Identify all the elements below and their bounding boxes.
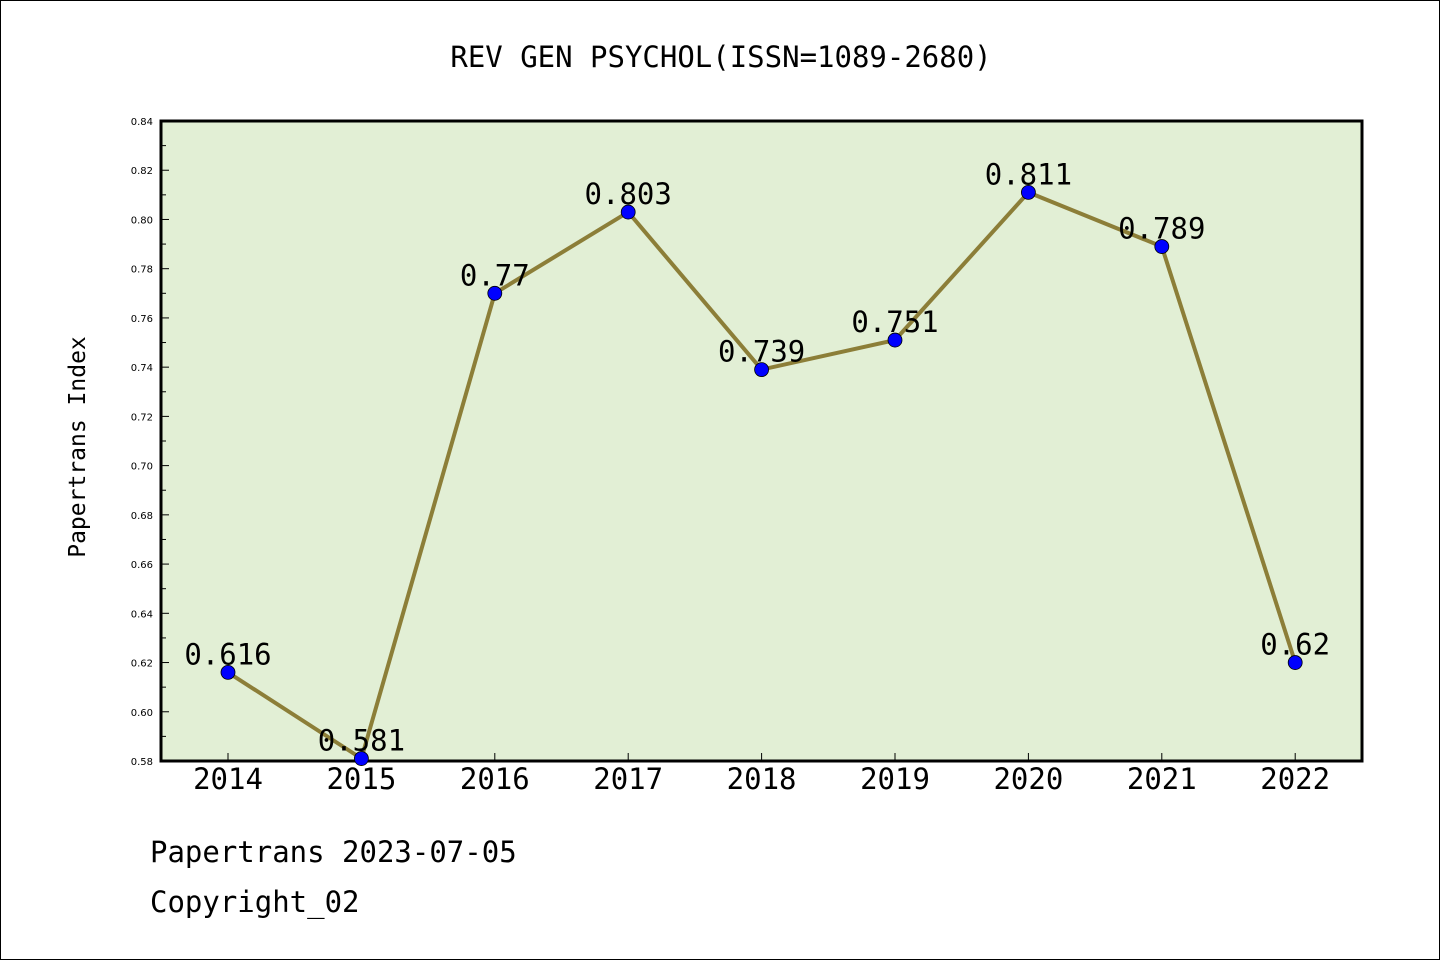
data-label: 0.77: [460, 258, 530, 292]
chart-title: REV GEN PSYCHOL(ISSN=1089-2680): [450, 40, 991, 74]
data-label: 0.789: [1118, 212, 1205, 246]
data-label: 0.581: [318, 724, 405, 758]
footer-copyright: Copyright_02: [150, 885, 360, 919]
y-tick-label: 0.72: [131, 412, 153, 423]
x-tick-label: 2022: [1260, 762, 1330, 796]
y-tick-label: 0.80: [131, 215, 153, 226]
y-tick-label: 0.78: [131, 265, 153, 276]
y-tick-label: 0.64: [131, 609, 153, 620]
plot-area: [159, 119, 1364, 763]
data-point: [220, 664, 236, 680]
data-point: [1287, 655, 1303, 670]
y-axis-label: Papertrans Index: [65, 336, 91, 558]
y-tick-label: 0.60: [131, 708, 153, 719]
x-tick-label: 2019: [860, 762, 930, 796]
data-label: 0.803: [585, 177, 672, 211]
x-tick-label: 2016: [460, 762, 530, 796]
data-point: [353, 751, 369, 766]
x-tick-label: 2021: [1127, 762, 1197, 796]
data-label: 0.62: [1260, 628, 1330, 662]
y-tick-label: 0.62: [131, 659, 153, 670]
data-label: 0.616: [184, 637, 271, 671]
y-tick-label: 0.84: [131, 117, 153, 128]
y-tick-label: 0.58: [131, 757, 153, 768]
footer-date: Papertrans 2023-07-05: [150, 835, 517, 869]
data-label: 0.811: [985, 157, 1072, 191]
data-label: 0.751: [851, 305, 938, 339]
data-point: [887, 332, 903, 348]
y-tick-label: 0.82: [131, 166, 153, 177]
y-tick-label: 0.66: [131, 560, 153, 571]
x-tick-label: 2014: [193, 762, 263, 796]
y-tick-label: 0.74: [131, 363, 153, 374]
data-label: 0.739: [718, 335, 805, 369]
data-point: [620, 204, 636, 220]
data-point: [1154, 239, 1170, 254]
x-tick-label: 2020: [993, 762, 1063, 796]
data-point: [1021, 184, 1036, 200]
x-tick-label: 2018: [727, 762, 797, 796]
y-tick-label: 0.76: [131, 314, 153, 325]
y-tick-label: 0.68: [131, 511, 153, 522]
y-tick-label: 0.70: [131, 462, 153, 473]
data-point: [754, 362, 769, 378]
x-tick-label: 2017: [593, 762, 663, 796]
data-point: [487, 285, 503, 301]
x-tick-label: 2015: [326, 762, 396, 796]
